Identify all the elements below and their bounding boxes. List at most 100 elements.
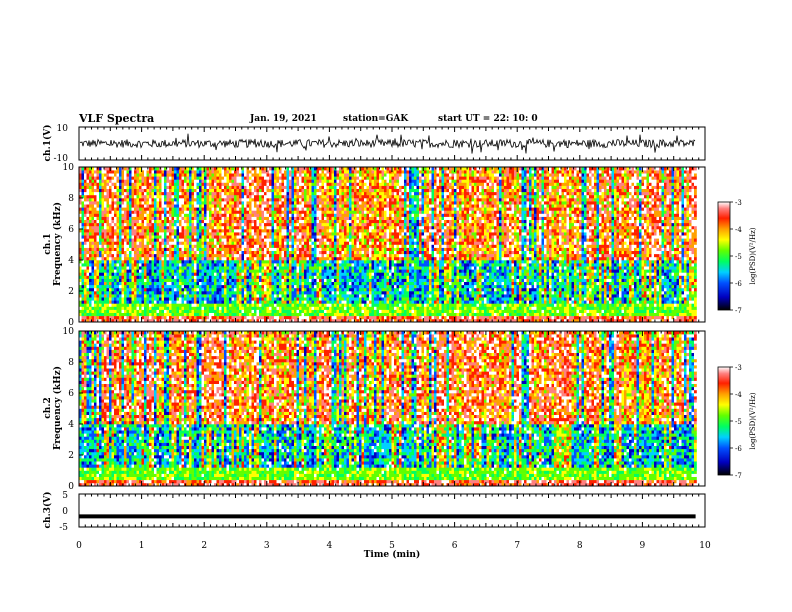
- spectrogram-cell: [149, 204, 152, 207]
- spectrogram-cell: [167, 303, 170, 306]
- spectrogram-cell: [132, 235, 135, 238]
- spectrogram-cell: [102, 229, 105, 232]
- spectrogram-cell: [84, 204, 87, 207]
- spectrogram-cell: [94, 288, 97, 291]
- spectrogram-cell: [124, 170, 127, 173]
- spectrogram-cell: [99, 238, 102, 241]
- spectrogram-cell: [157, 207, 160, 210]
- spectrogram-cell: [159, 294, 162, 297]
- spectrogram-cell: [159, 189, 162, 192]
- spectrogram-cell: [147, 189, 150, 192]
- spectrogram-cell: [149, 257, 152, 260]
- spectrogram-cell: [109, 279, 112, 282]
- spectrogram-cell: [154, 198, 157, 201]
- spectrogram-cell: [149, 248, 152, 251]
- spectrogram-cell: [104, 201, 107, 204]
- spectrogram-cell: [142, 297, 145, 300]
- spectrogram-cell: [159, 316, 162, 319]
- spectrogram-cell: [87, 316, 90, 319]
- spectrogram-cell: [122, 307, 125, 310]
- spectrogram-cell: [132, 186, 135, 189]
- spectrogram-cell: [129, 269, 132, 272]
- spectrogram-cell: [142, 183, 145, 186]
- spectrogram-cell: [134, 294, 137, 297]
- spectrogram-cell: [134, 313, 137, 316]
- spectrogram-cell: [157, 195, 160, 198]
- spectrogram-cell: [132, 288, 135, 291]
- spectrogram-cell: [87, 272, 90, 275]
- spectrogram-cell: [147, 204, 150, 207]
- spectrogram-cell: [137, 297, 140, 300]
- spectrogram-cell: [117, 201, 120, 204]
- spectrogram-cell: [142, 310, 145, 313]
- spectrogram-cell: [89, 241, 92, 244]
- spectrogram-cell: [87, 238, 90, 241]
- spectrogram-cell: [124, 179, 127, 182]
- spectrogram-cell: [107, 291, 110, 294]
- spectrogram-cell: [119, 229, 122, 232]
- spectrogram-cell: [152, 238, 155, 241]
- spectrogram-cell: [154, 204, 157, 207]
- spectrogram-cell: [94, 204, 97, 207]
- spectrogram-cell: [117, 204, 120, 207]
- spectrogram-cell: [137, 198, 140, 201]
- spectrogram-cell: [164, 285, 167, 288]
- spectrogram-cell: [119, 223, 122, 226]
- spectrogram-cell: [144, 220, 147, 223]
- spectrogram-cell: [82, 313, 85, 316]
- spectrogram-cell: [132, 248, 135, 251]
- spectrogram-cell: [102, 276, 105, 279]
- spectrogram-cell: [132, 316, 135, 319]
- spectrogram-cell: [157, 260, 160, 263]
- spectrogram-cell: [137, 307, 140, 310]
- spectrogram-cell: [134, 214, 137, 217]
- spectrogram-cell: [142, 245, 145, 248]
- spectrogram-cell: [104, 313, 107, 316]
- spectrogram-cell: [122, 285, 125, 288]
- spectrogram-cell: [84, 272, 87, 275]
- spectrogram-cell: [112, 276, 115, 279]
- spectrogram-cell: [164, 297, 167, 300]
- spectrogram-cell: [152, 316, 155, 319]
- spectrogram-cell: [162, 220, 165, 223]
- spectrogram-cell: [124, 201, 127, 204]
- spectrogram-cell: [124, 266, 127, 269]
- spectrogram-cell: [157, 235, 160, 238]
- spectrogram-cell: [152, 204, 155, 207]
- spectrogram-cell: [89, 279, 92, 282]
- spectrogram-cell: [117, 288, 120, 291]
- spectrogram-cell: [164, 316, 167, 319]
- spectrogram-cell: [142, 189, 145, 192]
- spectrogram-cell: [147, 232, 150, 235]
- spectrogram-cell: [152, 297, 155, 300]
- spectrogram-cell: [109, 260, 112, 263]
- spectrogram-cell: [154, 201, 157, 204]
- spectrogram-cell: [104, 229, 107, 232]
- spectrogram-cell: [92, 251, 95, 254]
- spectrogram-cell: [154, 266, 157, 269]
- spectrogram-cell: [164, 198, 167, 201]
- spectrogram-cell: [82, 272, 85, 275]
- spectrogram-cell: [139, 294, 142, 297]
- spectrogram-cell: [152, 307, 155, 310]
- spectrogram-cell: [167, 282, 170, 285]
- spectrogram-cell: [112, 316, 115, 319]
- spectrogram-cell: [139, 285, 142, 288]
- spectrogram-cell: [142, 220, 145, 223]
- spectrogram-cell: [159, 204, 162, 207]
- spectrogram-cell: [134, 173, 137, 176]
- spectrogram-cell: [94, 214, 97, 217]
- spectrogram-cell: [124, 189, 127, 192]
- spectrogram-cell: [92, 220, 95, 223]
- spectrogram-cell: [122, 235, 125, 238]
- spectrogram-cell: [92, 245, 95, 248]
- spectrogram-cell: [122, 192, 125, 195]
- spectrogram-cell: [99, 223, 102, 226]
- spectrogram-cell: [119, 198, 122, 201]
- spectrogram-cell: [94, 207, 97, 210]
- spectrogram-cell: [137, 170, 140, 173]
- spectrogram-cell: [147, 248, 150, 251]
- spectrogram-cell: [107, 307, 110, 310]
- spectrogram-cell: [82, 263, 85, 266]
- spectrogram-cell: [162, 257, 165, 260]
